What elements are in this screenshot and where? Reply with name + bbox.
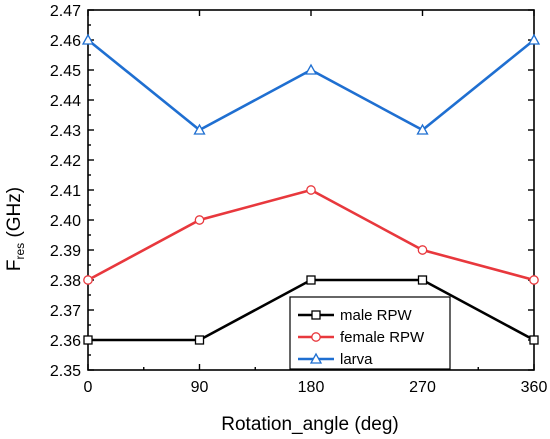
data-point xyxy=(83,335,93,345)
legend-marker xyxy=(311,310,321,320)
legend-marker xyxy=(309,352,323,364)
y-axis-title-unit: (GHz) xyxy=(4,187,25,243)
series-line xyxy=(87,38,535,132)
data-point xyxy=(416,123,429,135)
data-point xyxy=(81,33,95,45)
data-point xyxy=(306,275,316,285)
y-tick-label: 2.47 xyxy=(50,3,81,20)
data-point xyxy=(529,275,539,285)
legend-label: male RPW xyxy=(340,307,413,324)
series-male-rpw xyxy=(83,275,539,345)
y-axis-title-subscript: res xyxy=(13,243,27,260)
data-point xyxy=(306,185,316,195)
data-point xyxy=(193,123,206,135)
y-tick-label: 2.40 xyxy=(50,213,81,230)
y-tick-label: 2.43 xyxy=(50,123,81,140)
data-point xyxy=(304,63,318,75)
data-point xyxy=(194,215,205,225)
x-axis-title: Rotation_angle (deg) xyxy=(221,414,398,435)
y-tick-label: 2.36 xyxy=(50,333,81,350)
x-tick-label: 0 xyxy=(84,379,93,396)
data-point xyxy=(194,335,205,345)
y-tick-label: 2.45 xyxy=(50,63,81,80)
x-tick-label: 90 xyxy=(191,379,209,396)
y-tick-label: 2.39 xyxy=(50,243,81,260)
data-point xyxy=(527,33,541,45)
legend-label: larva xyxy=(340,351,373,368)
data-point xyxy=(417,245,428,255)
y-tick-label: 2.44 xyxy=(50,93,81,110)
y-tick-label: 2.46 xyxy=(50,33,81,50)
series-female-rpw xyxy=(83,185,539,285)
series-layer xyxy=(81,33,541,345)
y-tick-label: 2.37 xyxy=(50,303,81,320)
x-tick-label: 180 xyxy=(298,379,325,396)
x-tick-label: 360 xyxy=(521,379,548,396)
data-point xyxy=(83,275,93,285)
y-tick-label: 2.35 xyxy=(50,363,81,380)
legend: male RPW female RPW larva xyxy=(289,296,451,370)
y-axis-title-main: F xyxy=(4,260,25,272)
y-tick-label: 2.38 xyxy=(50,273,81,290)
legend-label: female RPW xyxy=(340,329,425,346)
y-tick-label: 2.41 xyxy=(50,183,81,200)
series-larva xyxy=(81,33,541,135)
data-point xyxy=(529,335,539,345)
series-line xyxy=(87,188,535,282)
data-point xyxy=(417,275,428,285)
y-tick-label: 2.42 xyxy=(50,153,81,170)
y-axis-ticks: 2.35 2.36 2.37 2.38 2.39 2.40 2.41 2.42 2.43 2.44… xyxy=(50,3,534,380)
x-tick-label: 270 xyxy=(409,379,436,396)
legend-marker xyxy=(311,332,321,342)
y-axis-title: Fres (GHz) xyxy=(4,187,27,271)
